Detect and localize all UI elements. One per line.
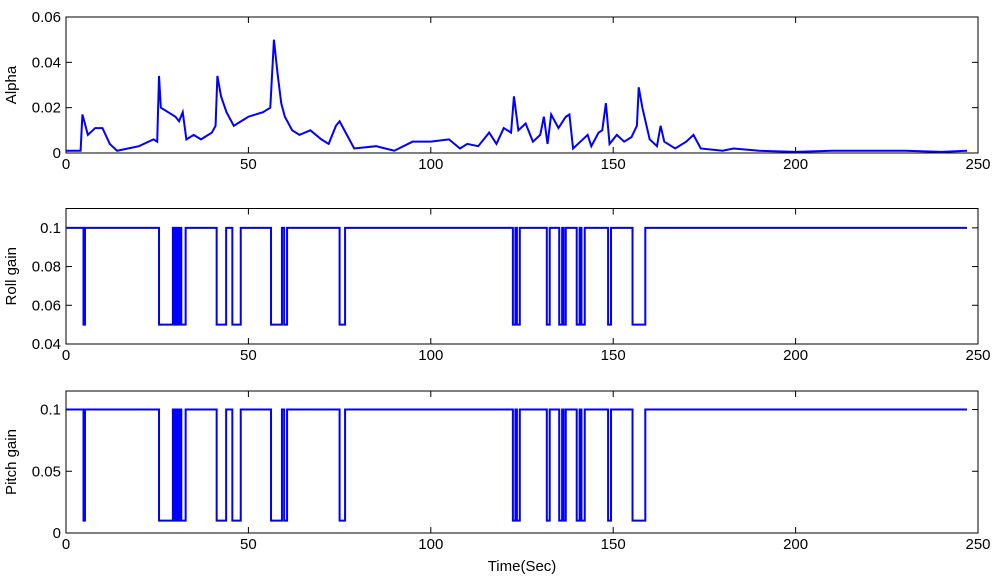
data-line [66, 408, 968, 522]
x-tick-label: 150 [601, 536, 626, 553]
x-tick-label: 0 [62, 156, 70, 173]
y-axis-label: Alpha [3, 65, 20, 104]
x-tick-label: 200 [783, 156, 808, 173]
y-tick-label: 0.08 [32, 259, 61, 276]
y-tick-label: 0.05 [32, 463, 61, 480]
y-tick-label: 0.04 [32, 336, 61, 353]
x-tick-label: 200 [783, 536, 808, 553]
x-tick-label: 0 [62, 347, 70, 364]
y-tick-label: 0.1 [40, 402, 61, 419]
x-tick-label: 50 [240, 536, 257, 553]
x-tick-label: 50 [240, 156, 257, 173]
data-line [66, 226, 968, 326]
plot-frame [65, 16, 979, 154]
y-tick-label: 0 [53, 525, 61, 542]
y-tick-label: 0 [53, 145, 61, 162]
x-tick-label: 0 [62, 536, 70, 553]
x-tick-label: 150 [601, 347, 626, 364]
plot-frame [65, 390, 979, 534]
y-tick-label: 0.02 [32, 100, 61, 117]
x-tick-label: 250 [965, 347, 990, 364]
data-line [66, 39, 968, 153]
y-tick-label: 0.06 [32, 9, 61, 26]
x-tick-label: 250 [965, 536, 990, 553]
y-axis-label: Pitch gain [3, 429, 20, 495]
y-tick-label: 0.06 [32, 297, 61, 314]
x-tick-label: 250 [965, 156, 990, 173]
y-tick-label: 0.1 [40, 220, 61, 237]
x-tick-label: 100 [418, 536, 443, 553]
y-axis-label: Roll gain [3, 247, 20, 305]
x-tick-label: 50 [240, 347, 257, 364]
x-tick-label: 100 [418, 156, 443, 173]
plot-frame [65, 208, 979, 345]
x-tick-label: 100 [418, 347, 443, 364]
x-tick-label: 200 [783, 347, 808, 364]
x-tick-label: 150 [601, 156, 626, 173]
x-axis-label: Time(Sec) [488, 558, 557, 575]
y-tick-label: 0.04 [32, 54, 61, 71]
